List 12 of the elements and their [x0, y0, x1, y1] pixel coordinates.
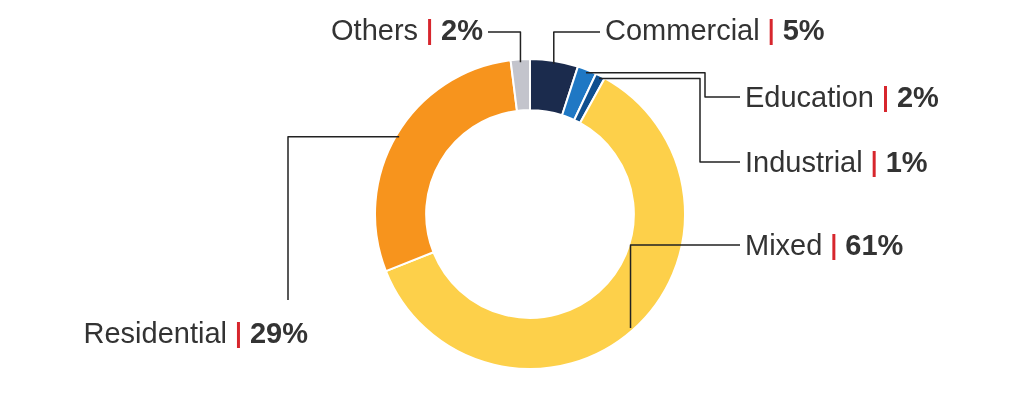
data-label: 2%	[441, 14, 484, 46]
data-label: 5%	[782, 14, 825, 46]
data-label: 2%	[896, 81, 940, 113]
data-label: 1%	[885, 146, 928, 178]
slice-label: Others	[331, 14, 419, 46]
slice-label: Commercial	[605, 14, 760, 46]
data-label: 61%	[845, 229, 904, 261]
slice-label: Residential	[83, 317, 227, 349]
slice-label: Industrial	[745, 146, 863, 178]
slice-label: Education	[745, 81, 874, 113]
data-label: 29%	[249, 317, 309, 349]
slice-label: Mixed	[745, 229, 823, 261]
